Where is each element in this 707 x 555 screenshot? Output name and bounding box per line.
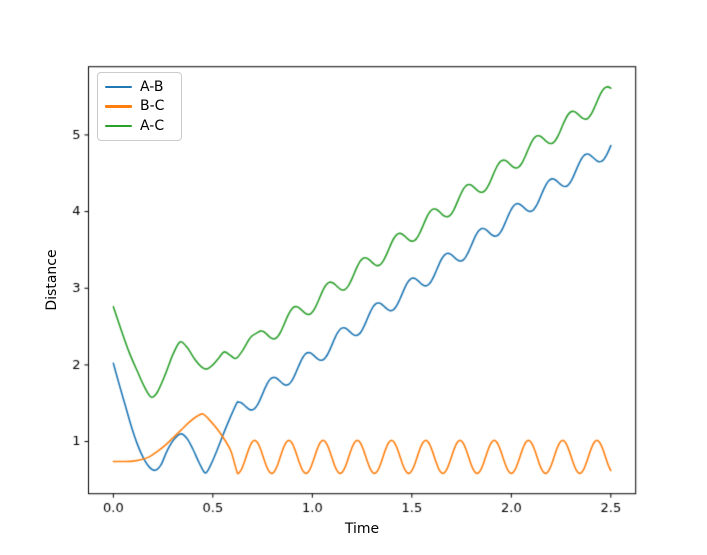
legend-item-ac: A-C: [105, 119, 174, 133]
legend-line-swatch-ab: [105, 85, 132, 89]
legend-item-bc: B-C: [105, 99, 174, 113]
x-axis-label: Time: [344, 521, 380, 537]
y-axis-label: Distance: [44, 249, 60, 311]
legend-label-ac: A-C: [140, 118, 165, 135]
legend-label-bc: B-C: [140, 98, 165, 115]
legend: A-B B-C A-C: [97, 72, 182, 141]
legend-item-ab: A-B: [105, 80, 174, 94]
legend-line-swatch-bc: [105, 105, 132, 108]
legend-label-ab: A-B: [140, 78, 164, 95]
legend-line-swatch-ac: [105, 124, 132, 128]
